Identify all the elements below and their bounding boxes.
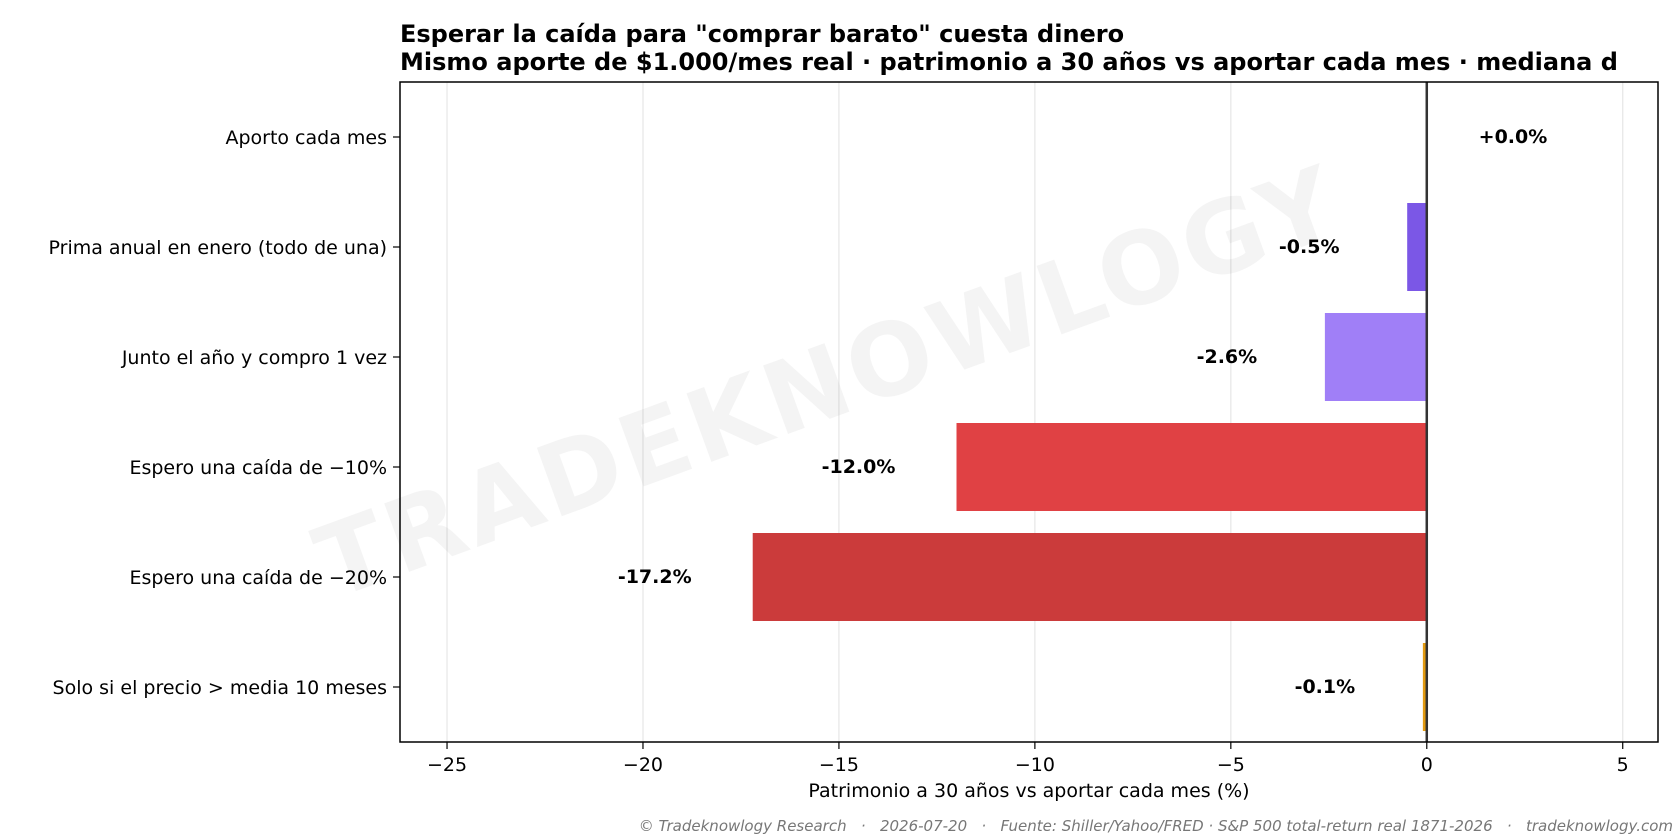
category-label: Prima anual en enero (todo de una) — [49, 237, 387, 259]
value-label: -2.6% — [1197, 346, 1258, 368]
value-label: -0.1% — [1295, 676, 1356, 698]
x-tick-label: −20 — [623, 754, 663, 776]
x-tick-label: −25 — [427, 754, 467, 776]
x-axis-ticks: −25 −20 −15 −10 −5 0 5 — [427, 742, 1629, 776]
plot-frame — [399, 81, 1659, 743]
value-label: -12.0% — [822, 456, 896, 478]
data-labels: +0.0% -0.5% -2.6% -12.0% -17.2% -0.1% — [618, 126, 1547, 698]
bar — [1422, 643, 1427, 731]
category-label: Aporto cada mes — [225, 127, 387, 149]
y-axis-categories: Aporto cada mes Prima anual en enero (tod… — [49, 127, 400, 699]
category-label: Solo si el precio > media 10 meses — [53, 677, 387, 699]
bar — [1324, 313, 1427, 401]
chart-subtitle: Mismo aporte de $1.000/mes real · patrim… — [400, 48, 1618, 76]
bar — [956, 423, 1427, 511]
category-label: Espero una caída de −20% — [129, 567, 387, 589]
bar — [1407, 203, 1427, 291]
value-label: -17.2% — [618, 566, 692, 588]
x-tick-label: −10 — [1015, 754, 1055, 776]
x-tick-label: 5 — [1617, 754, 1629, 776]
bars — [752, 203, 1427, 731]
value-label: -0.5% — [1279, 236, 1340, 258]
category-label: Espero una caída de −10% — [129, 457, 387, 479]
category-label: Junto el año y compro 1 vez — [121, 347, 387, 369]
bar — [752, 533, 1427, 621]
x-tick-label: −5 — [1217, 754, 1245, 776]
x-axis-label: Patrimonio a 30 años vs aportar cada mes… — [808, 780, 1249, 802]
chart-title: Esperar la caída para "comprar barato" c… — [400, 20, 1124, 48]
x-tick-label: 0 — [1421, 754, 1433, 776]
value-label: +0.0% — [1479, 126, 1548, 148]
footer-credits: © Tradeknowlogy Research · 2026-07-20 · … — [639, 817, 1673, 835]
x-tick-label: −15 — [819, 754, 859, 776]
